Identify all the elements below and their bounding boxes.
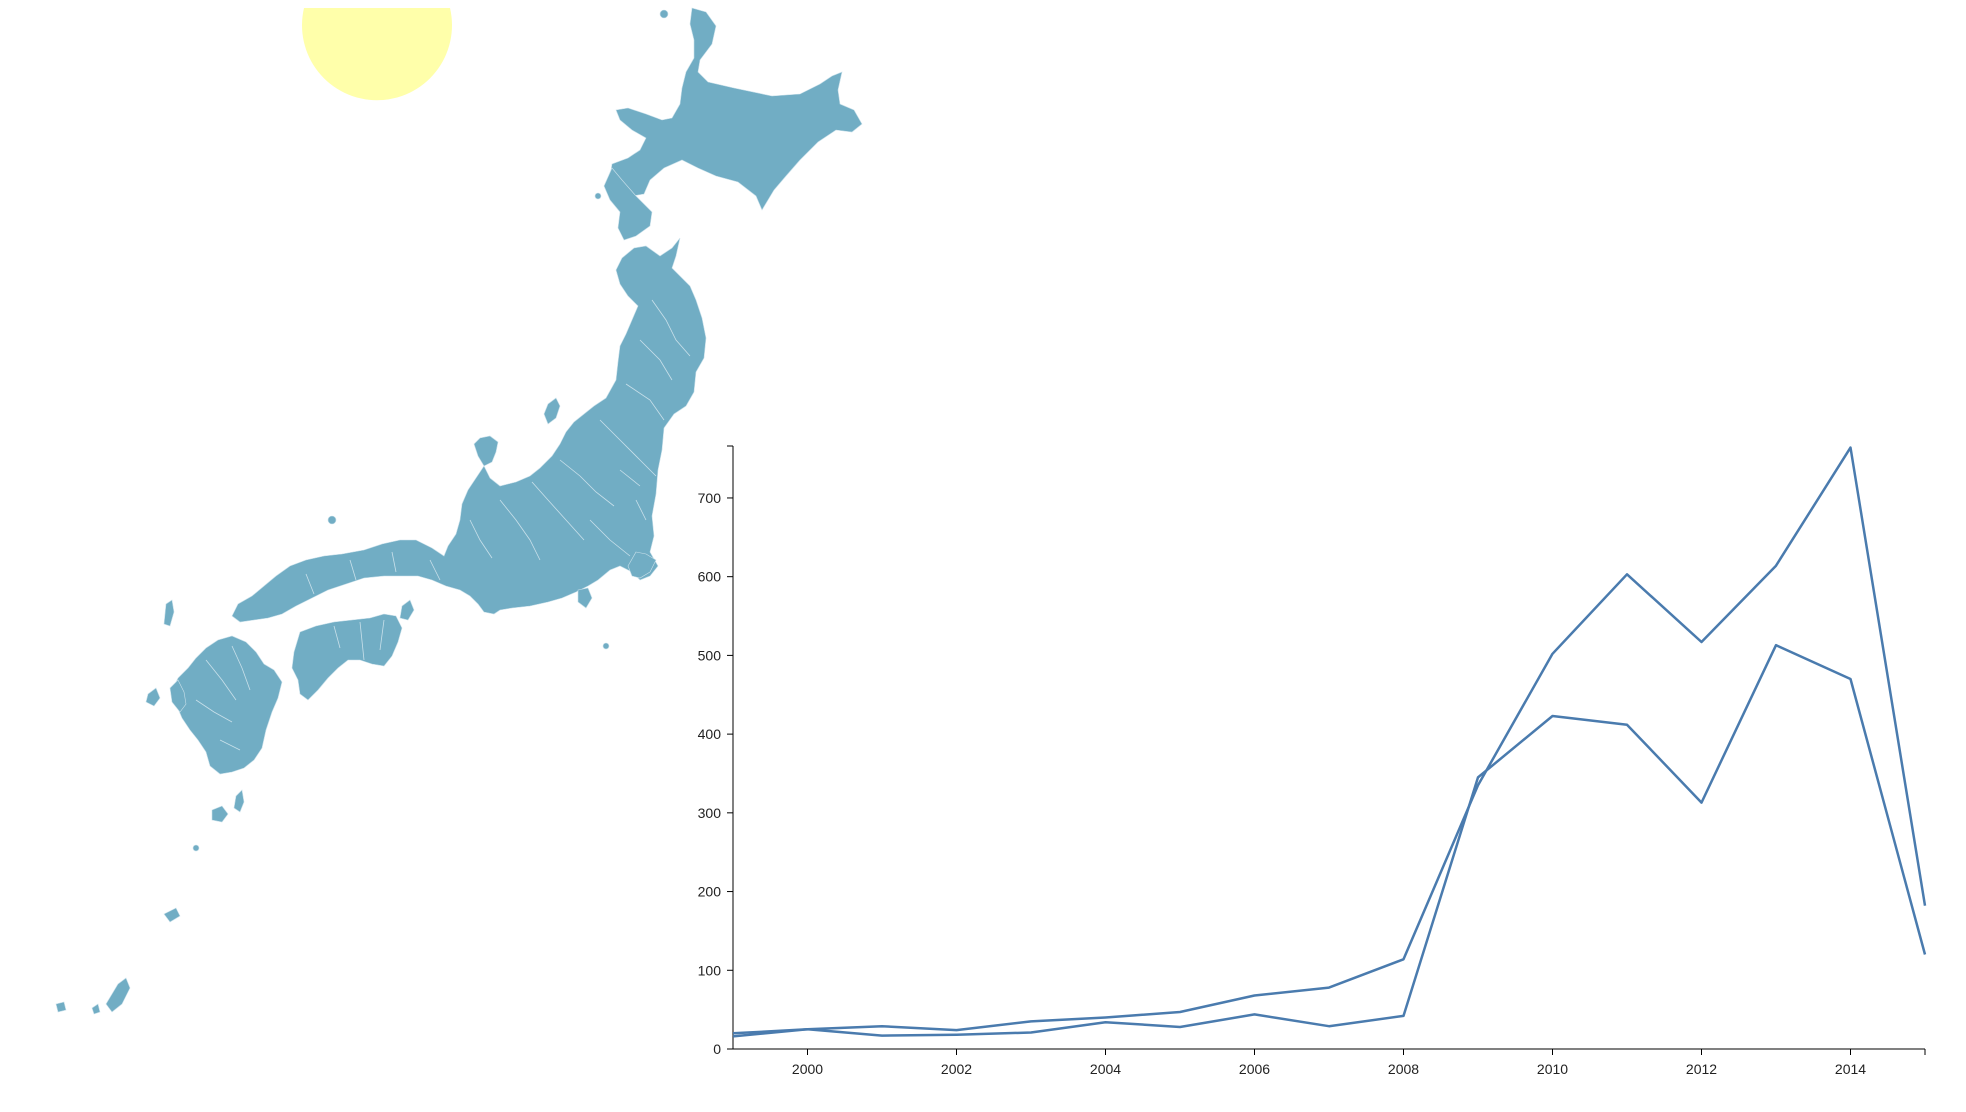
- prefecture-borders: [305, 299, 691, 595]
- tsushima-island: [163, 599, 175, 627]
- y-tick-label: 600: [698, 569, 722, 585]
- x-tick-label: 2008: [1388, 1061, 1419, 1077]
- oki-islet: [327, 515, 337, 525]
- amami-island: [163, 907, 181, 923]
- x-tick-label: 2002: [941, 1061, 972, 1077]
- kyushu-borders: [195, 645, 251, 751]
- sakishima-island: [91, 1003, 101, 1015]
- series-line-2: [732, 643, 1927, 1037]
- yaeyama-islands: [55, 1001, 67, 1013]
- kyushu-island: [171, 635, 283, 775]
- izu-islet: [602, 642, 610, 650]
- shikoku-island: [291, 613, 403, 701]
- x-tick-label: 2000: [792, 1061, 823, 1077]
- y-tick-label: 700: [698, 490, 722, 506]
- x-tick-label: 2014: [1835, 1061, 1866, 1077]
- rishiri-islet: [659, 9, 669, 19]
- y-tick-label: 0: [713, 1041, 721, 1057]
- kyushu-west-peninsula: [169, 679, 187, 713]
- sado-island: [543, 397, 561, 425]
- x-axis-ticks: 2000 2002 2004 2006 2008 2010 2012 2014: [792, 1049, 1866, 1077]
- y-tick-label: 200: [698, 884, 722, 900]
- series-lines: [732, 446, 1927, 1038]
- awaji-island: [399, 599, 415, 621]
- izu-peninsula: [577, 587, 593, 609]
- series-line-1: [732, 446, 1927, 1038]
- sun-shape: [302, 8, 453, 101]
- y-axis-ticks: 0 100 200 300 400 500 600 700: [698, 490, 733, 1057]
- japan-map: [55, 7, 863, 1015]
- okushiri-islet: [594, 192, 602, 200]
- y-tick-label: 400: [698, 726, 722, 742]
- goto-islands: [145, 687, 161, 707]
- y-tick-label: 100: [698, 962, 722, 978]
- x-tick-label: 2012: [1686, 1061, 1717, 1077]
- okinawa-island: [105, 977, 131, 1013]
- boso-peninsula: [627, 551, 657, 579]
- yaku-islet: [192, 844, 200, 852]
- noto-peninsula: [473, 435, 499, 467]
- oshima-peninsula: [603, 167, 653, 241]
- x-tick-label: 2004: [1090, 1061, 1121, 1077]
- shikoku-borders: [333, 619, 385, 661]
- hokkaido-island: [609, 7, 863, 211]
- y-tick-label: 300: [698, 805, 722, 821]
- yakushima-island: [211, 805, 229, 823]
- honshu-island: [231, 237, 707, 623]
- x-tick-label: 2010: [1537, 1061, 1568, 1077]
- x-tick-label: 2006: [1239, 1061, 1270, 1077]
- tanegashima-island: [233, 789, 245, 813]
- y-tick-label: 500: [698, 647, 722, 663]
